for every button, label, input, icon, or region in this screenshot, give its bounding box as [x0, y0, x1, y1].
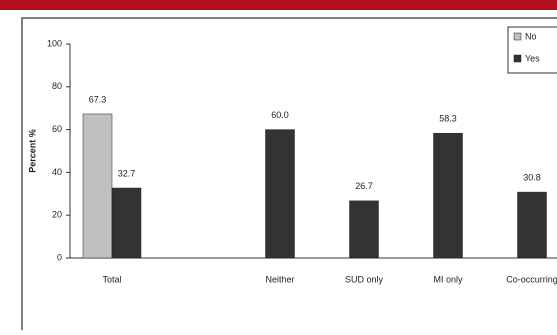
frame	[21, 17, 557, 335]
bar	[433, 132, 463, 259]
legend-swatch	[513, 32, 522, 41]
value-label: 58.3	[439, 114, 457, 124]
banner	[0, 0, 557, 10]
y-tick-label: 80	[52, 81, 62, 91]
bar	[111, 187, 142, 259]
value-label: 60.0	[271, 110, 289, 120]
x-tick-label: SUD only	[345, 274, 384, 284]
y-tick-label: 100	[47, 38, 62, 48]
legend	[507, 26, 557, 74]
value-label: 67.3	[89, 94, 107, 104]
y-tick-label: 0	[57, 252, 62, 262]
y-tick-label: 60	[52, 124, 62, 134]
bar	[265, 129, 295, 259]
legend-label: Yes	[525, 53, 540, 63]
legend-swatch	[513, 54, 522, 63]
value-label: 32.7	[118, 168, 136, 178]
y-axis-label: Percent %	[27, 129, 37, 173]
x-tick-label: MI only	[433, 274, 463, 284]
bar	[349, 200, 379, 259]
bar	[517, 191, 547, 259]
y-tick-label: 40	[52, 167, 62, 177]
value-label: 26.7	[355, 181, 373, 191]
value-label: 30.8	[523, 172, 541, 182]
y-tick-label: 20	[52, 210, 62, 220]
x-tick-label: Co-occurring	[506, 274, 557, 284]
x-tick-label: Neither	[265, 274, 294, 284]
bar	[82, 113, 113, 259]
x-tick-label: Total	[102, 274, 121, 284]
legend-label: No	[525, 31, 537, 41]
